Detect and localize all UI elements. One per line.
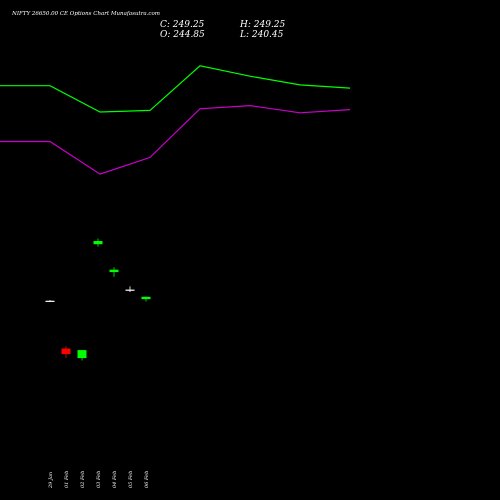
candle-body	[77, 350, 87, 359]
chart-title: NIFTY 26650.00 CE Options Chart Munafasu…	[11, 11, 160, 17]
candle-body	[125, 289, 135, 291]
candle-body	[93, 241, 103, 245]
low-value: L: 240.45	[239, 30, 284, 40]
candle-05-feb	[125, 286, 135, 292]
candle-body	[141, 296, 151, 300]
x-tick-label: 02 Feb	[80, 471, 86, 488]
candle-29-jan	[45, 299, 55, 302]
candle-03-feb	[93, 238, 103, 247]
x-tick-label: 01 Feb	[64, 471, 70, 488]
open-value: O: 244.85	[160, 30, 205, 40]
candle-02-feb	[77, 350, 87, 361]
x-tick-label: 05 Feb	[128, 471, 134, 488]
candle-body	[61, 348, 71, 355]
close-value: C: 249.25	[160, 20, 205, 30]
x-axis-ticks: 29 Jan 01 Feb 02 Feb 03 Feb 04 Feb 05 Feb 06 F…	[48, 471, 150, 489]
candle-06-feb	[141, 296, 151, 302]
candle-04-feb	[109, 267, 119, 277]
candles	[45, 238, 151, 361]
x-tick-label: 04 Feb	[112, 471, 118, 488]
indicator-line-1	[0, 65, 351, 113]
high-value: H: 249.25	[239, 20, 286, 30]
indicator-lines	[0, 65, 351, 175]
candle-body	[45, 300, 55, 302]
candle-01-feb	[61, 346, 71, 359]
x-tick-label: 03 Feb	[96, 471, 102, 488]
indicator-line-2	[0, 104, 351, 175]
candle-body	[109, 269, 119, 273]
x-tick-label: 29 Jan	[48, 472, 54, 489]
x-tick-label: 06 Feb	[144, 471, 150, 488]
